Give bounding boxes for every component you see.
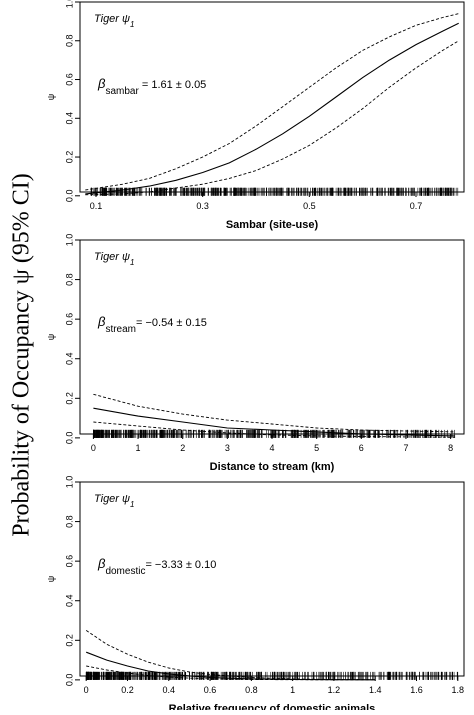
beta-annotation: βsambar = 1.61 ± 0.05	[97, 76, 206, 97]
x-tick-label: 0.4	[163, 685, 176, 695]
y-tick-label: 0.0	[64, 674, 74, 687]
series-lower-95	[85, 40, 459, 196]
y-tick-label: 0.6	[64, 555, 74, 568]
y-tick-label: 1.0	[64, 234, 74, 247]
y-tick-label: 0.6	[64, 73, 74, 86]
y-tick-label: 0.2	[64, 151, 74, 164]
x-tick-label: 0.2	[121, 685, 134, 695]
y-tick-label: 0.2	[64, 392, 74, 405]
y-tick-label: 0.6	[64, 313, 74, 326]
overall-y-axis-label: Probability of Occupancy ψ (95% CI)	[8, 173, 35, 537]
x-axis-label: Relative frequency of domestic animals	[169, 703, 376, 710]
x-axis-label: Sambar (site-use)	[226, 219, 319, 231]
y-tick-label: 1.0	[64, 476, 74, 489]
y-tick-label: 0.8	[64, 273, 74, 286]
y-tick-label: 0.8	[64, 35, 74, 48]
x-tick-label: 0.6	[204, 685, 217, 695]
panel-title: Tiger ψ1	[94, 251, 134, 267]
y-tick-label: 1.0	[64, 0, 74, 8]
x-tick-label: 5	[314, 443, 319, 453]
chart-panel-3: 0.0 0.2 0.4 0.6 0.8 1.0 ψ 0 0.2 0.4 0.6 0.8 1 1.2 1.4 1…	[46, 476, 465, 715]
x-tick-label: 2	[180, 443, 185, 453]
series-lower-95	[86, 665, 376, 681]
x-tick-label: 7	[403, 443, 408, 453]
y-tick-label: 0.4	[64, 112, 74, 125]
chart-panel-2: 0.0 0.2 0.4 0.6 0.8 1.0 ψ 0 1 2 3 4 5 6 7 8 Distance to …	[46, 234, 465, 473]
y-tick-label: 0.8	[64, 515, 74, 528]
x-tick-label: 0.1	[90, 201, 103, 211]
x-tick-label: 1.2	[328, 685, 341, 695]
x-tick-label: 6	[359, 443, 364, 453]
x-axis-label: Distance to stream (km)	[210, 461, 335, 473]
panel-title: Tiger ψ1	[94, 13, 134, 29]
x-tick-label: 1.8	[452, 685, 465, 695]
plot-frame	[79, 481, 465, 677]
beta-annotation: βdomestic= −3.33 ± 0.10	[97, 556, 216, 577]
series-estimate	[85, 22, 459, 195]
series-upper-95	[85, 630, 376, 681]
y-axis-label: ψ	[46, 94, 56, 100]
x-tick-label: 0.5	[303, 201, 316, 211]
x-tick-label: 1.6	[410, 685, 423, 695]
x-tick-label: 1	[136, 443, 141, 453]
x-tick-label: 1.4	[369, 685, 382, 695]
series-estimate	[93, 407, 456, 437]
y-axis-label: ψ	[46, 334, 56, 340]
series-upper-95	[85, 13, 459, 191]
y-tick-label: 0.2	[64, 634, 74, 647]
y-tick-label: 0.4	[64, 594, 74, 607]
x-tick-label: 0	[84, 685, 89, 695]
x-tick-label: 0.7	[410, 201, 423, 211]
x-tick-label: 4	[269, 443, 274, 453]
series-upper-95	[93, 393, 456, 433]
x-tick-label: 3	[225, 443, 230, 453]
plot-frame	[79, 1, 465, 193]
y-axis-label: ψ	[46, 576, 56, 582]
y-tick-label: 0.0	[64, 432, 74, 445]
y-tick-label: 0.4	[64, 352, 74, 365]
x-tick-label: 8	[448, 443, 453, 453]
y-tick-label: 0.0	[64, 190, 74, 203]
x-tick-label: 0.3	[196, 201, 209, 211]
chart-panel-1: 0.0 0.2 0.4 0.6 0.8 1.0 ψ 0.1 0.3 0.5 0.7 Sambar (s…	[46, 0, 465, 231]
x-tick-label: 0.8	[245, 685, 258, 695]
x-tick-label: 1	[290, 685, 295, 695]
panel-title: Tiger ψ1	[94, 493, 134, 509]
beta-annotation: βstream= −0.54 ± 0.15	[97, 314, 207, 335]
plot-frame	[79, 239, 465, 435]
x-tick-label: 0	[91, 443, 96, 453]
